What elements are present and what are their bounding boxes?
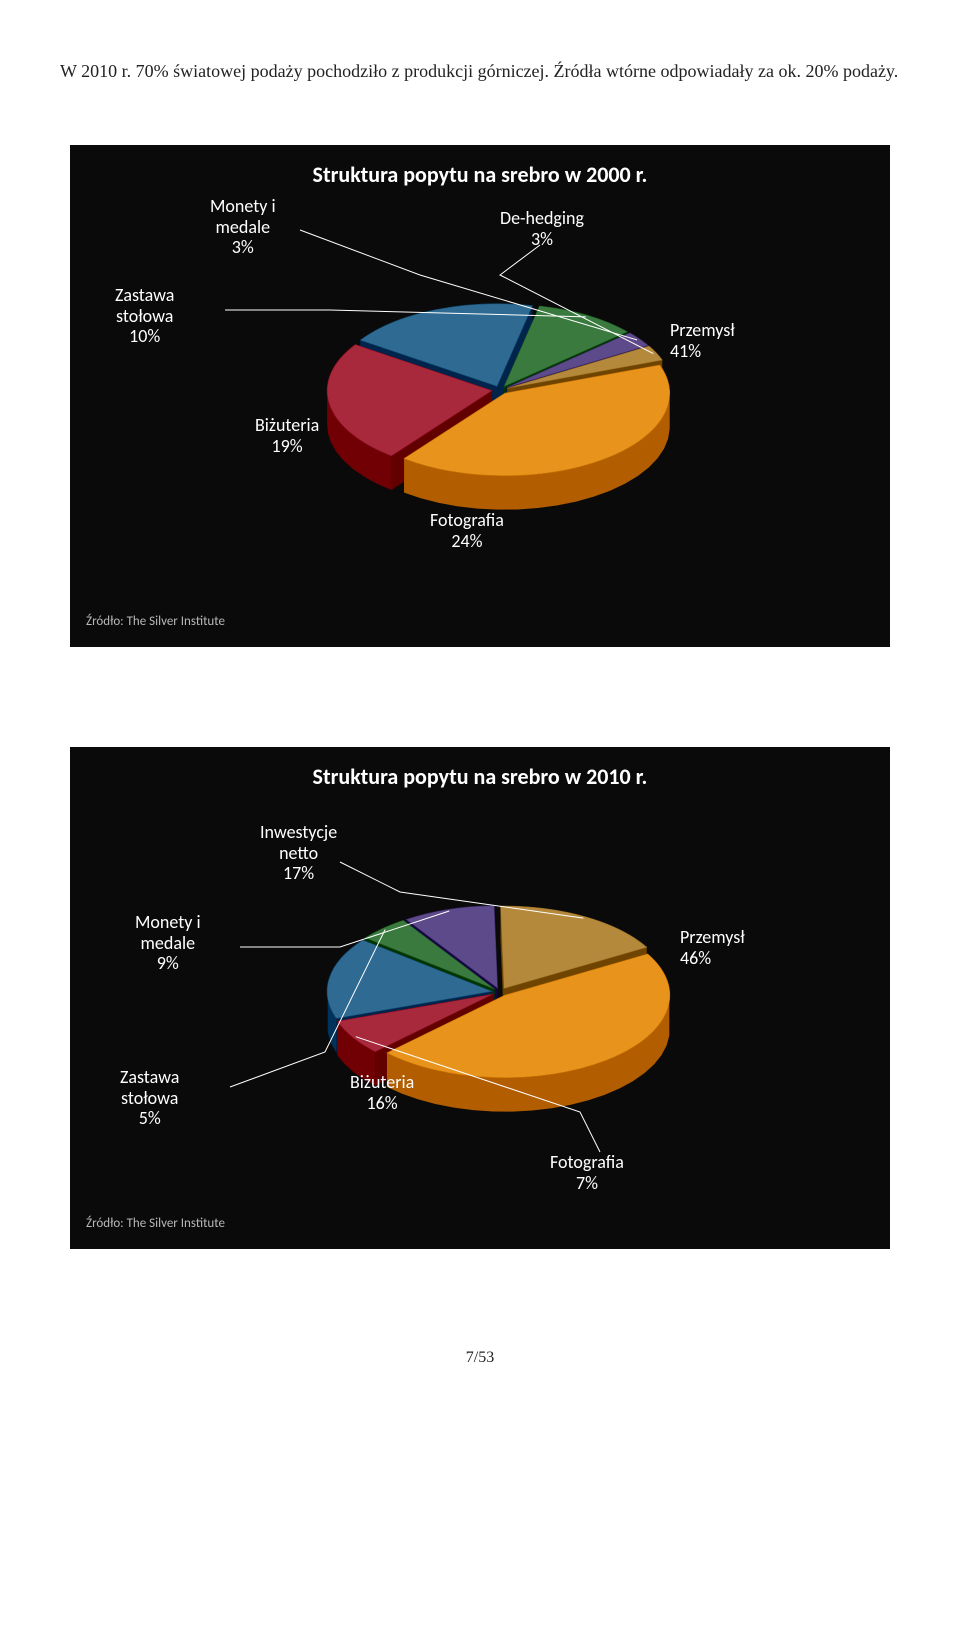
pie-slice-label: Zastawastołowa5% xyxy=(120,1067,179,1129)
pie-slice-label: Biżuteria16% xyxy=(350,1072,414,1113)
demand-2010-chart: Struktura popytu na srebro w 2010 r. Prz… xyxy=(70,747,890,1249)
pie-slice-label: Inwestycjenetto17% xyxy=(260,822,337,884)
leader-line xyxy=(225,310,586,317)
pie-slice-label: Zastawastołowa10% xyxy=(115,285,174,347)
leader-line xyxy=(240,911,449,947)
pie-slice-label: Przemysł46% xyxy=(680,927,745,968)
pie-slice-label: Monety imedale3% xyxy=(210,196,276,258)
page-number: 7/53 xyxy=(60,1349,900,1367)
demand-2000-chart: Struktura popytu na srebro w 2000 r. Prz… xyxy=(70,145,890,647)
pie-slice-label: Biżuteria19% xyxy=(255,415,319,456)
pie-slice-label: De-hedging3% xyxy=(500,208,584,249)
pie-slice-label: Fotografia24% xyxy=(430,510,504,551)
chart1-title: Struktura popytu na srebro w 2000 r. xyxy=(80,161,880,188)
chart2-pie: Przemysł46% Fotografia7% Biżuteria16% Zasta… xyxy=(80,792,880,1212)
leader-line xyxy=(340,862,583,918)
pie-slice-label: Monety imedale9% xyxy=(135,912,201,974)
leader-line xyxy=(500,245,653,354)
chart2-title: Struktura popytu na srebro w 2010 r. xyxy=(80,763,880,790)
chart1-source: Źródło: The Silver Institute xyxy=(80,614,880,629)
leader-line xyxy=(230,930,385,1087)
pie-slice-label: Przemysł41% xyxy=(670,320,735,361)
chart1-pie: Przemysł41% Fotografia24% Biżuteria19% Zast… xyxy=(80,190,880,610)
intro-paragraph: W 2010 r. 70% światowej podaży pochodził… xyxy=(60,58,900,85)
pie-slice-label: Fotografia7% xyxy=(550,1152,624,1193)
leader-line xyxy=(300,230,637,340)
chart2-source: Źródło: The Silver Institute xyxy=(80,1216,880,1231)
